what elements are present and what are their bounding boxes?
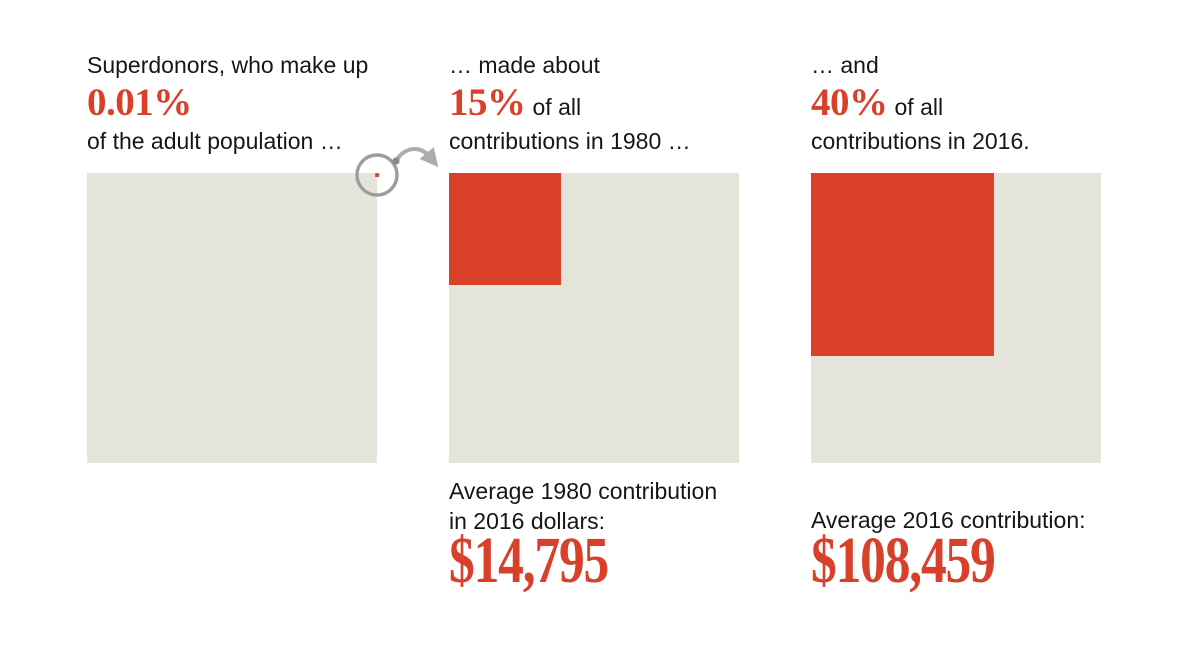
headline-stat-line: 40% of all bbox=[811, 81, 1030, 125]
contributions-2016-stat: 40% bbox=[811, 81, 888, 124]
headline-stat-line: 15% of all bbox=[449, 81, 691, 125]
stat-suffix: of all bbox=[894, 94, 944, 120]
avg-2016-label: Average 2016 contribution: bbox=[811, 505, 1086, 535]
panel-1980-headline: … made about 15% of all contributions in … bbox=[449, 50, 691, 156]
population-square bbox=[87, 173, 377, 463]
panel-2016-headline: … and 40% of all contributions in 2016. bbox=[811, 50, 1030, 156]
contributions-2016-square bbox=[811, 173, 1101, 463]
headline-stat-line: 0.01% bbox=[87, 81, 368, 125]
avg-1980-label: Average 1980 contribution in 2016 dollar… bbox=[449, 476, 717, 536]
contributions-1980-square bbox=[449, 173, 739, 463]
headline-intro: Superdonors, who make up bbox=[87, 52, 369, 78]
panel-population-headline: Superdonors, who make up 0.01% of the ad… bbox=[87, 50, 368, 156]
population-share-stat: 0.01% bbox=[87, 81, 192, 124]
headline-outro: contributions in 1980 … bbox=[449, 128, 691, 154]
avg-label-line: Average 2016 contribution: bbox=[811, 507, 1086, 533]
avg-label-line: Average 1980 contribution bbox=[449, 478, 718, 504]
stat-suffix: of all bbox=[532, 94, 582, 120]
avg-1980-value: $14,795 bbox=[449, 524, 609, 597]
contributions-1980-share-square bbox=[449, 173, 561, 285]
headline-intro: … and bbox=[811, 52, 879, 78]
headline-outro: contributions in 2016. bbox=[811, 128, 1030, 154]
contributions-1980-stat: 15% bbox=[449, 81, 526, 124]
avg-2016-value: $108,459 bbox=[811, 524, 996, 597]
contributions-2016-share-square bbox=[811, 173, 994, 356]
avg-label-line: in 2016 dollars: bbox=[449, 508, 605, 534]
curved-arrow-icon bbox=[394, 147, 439, 168]
headline-outro: of the adult population … bbox=[87, 128, 343, 154]
headline-intro: … made about bbox=[449, 52, 600, 78]
arrow-tail-dot bbox=[392, 157, 400, 165]
